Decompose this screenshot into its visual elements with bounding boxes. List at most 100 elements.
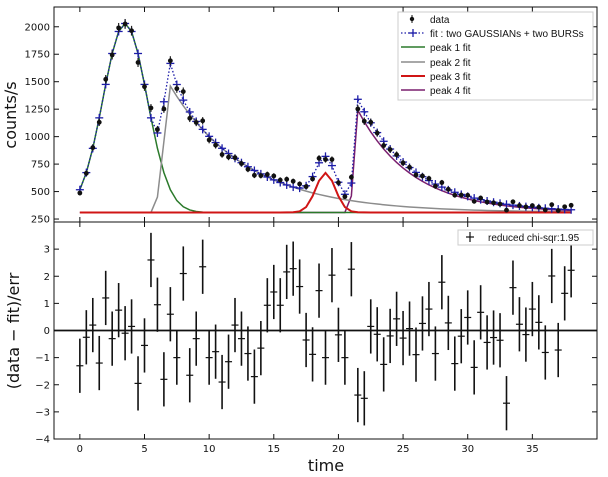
data-point (387, 146, 393, 153)
data-marker (303, 184, 309, 190)
data-point (426, 175, 432, 182)
data-point (374, 129, 380, 137)
data-marker (555, 208, 561, 213)
residual-point (121, 306, 129, 361)
data-marker (83, 170, 89, 176)
residual-point (283, 244, 291, 300)
residual-point (490, 310, 498, 365)
x-tick-label: 15 (267, 444, 280, 455)
residual-point (496, 313, 504, 368)
residual-point (399, 310, 407, 366)
data-marker (381, 143, 387, 148)
top-panel: 250 500 750 1000 1250 1500 1750 2000 (25, 6, 598, 226)
residual-point (386, 308, 394, 364)
residual-point (309, 327, 317, 382)
data-marker (219, 152, 225, 157)
data-marker (174, 86, 180, 92)
data-marker (232, 155, 238, 161)
residual-point (528, 281, 536, 337)
residual-point (548, 248, 556, 304)
data-marker (420, 173, 425, 179)
bottom-y-tick-label: −1 (35, 353, 50, 364)
residual-point (263, 278, 271, 333)
fit-marker (502, 200, 511, 209)
peak3-fit-curve (79, 171, 572, 214)
fit-marker (146, 113, 155, 122)
residual-point (438, 255, 446, 310)
data-point (458, 192, 464, 198)
data-point (148, 104, 154, 112)
residual-point (250, 349, 258, 404)
data-point (407, 164, 412, 171)
data-point (484, 199, 490, 205)
data-marker (568, 202, 574, 208)
data-point (400, 159, 406, 166)
data-marker (484, 199, 490, 205)
residual-point (503, 376, 510, 431)
residual-point (373, 307, 381, 362)
residual-point (186, 348, 194, 403)
data-point (213, 141, 219, 149)
top-y-tick-label: 250 (31, 215, 50, 226)
data-point (193, 118, 199, 127)
data-marker (310, 176, 315, 182)
data-marker (452, 192, 458, 198)
data-point (562, 204, 568, 210)
residual-point (173, 330, 181, 385)
top-y-tick-label: 500 (31, 187, 50, 198)
data-point (536, 204, 542, 210)
residual-point (470, 340, 478, 395)
data-marker (213, 142, 219, 148)
peak2-fit-curve (79, 83, 572, 214)
data-point (226, 153, 231, 161)
bottom-y-tick-label: 3 (44, 245, 50, 256)
legend-residual-marker (466, 232, 474, 242)
fit-marker (218, 144, 227, 153)
data-marker (387, 147, 393, 153)
data-marker (471, 198, 477, 204)
top-y-tick-label: 750 (31, 160, 50, 171)
data-marker (465, 192, 471, 198)
residual-point (76, 338, 84, 393)
top-legend: data fit : two GAUSSIANs + two BURSs pea… (397, 11, 594, 101)
data-marker (226, 154, 231, 160)
residual-point (418, 296, 426, 351)
data-marker (394, 152, 400, 158)
residual-point (199, 239, 207, 294)
data-point (316, 155, 322, 162)
data-marker (129, 28, 134, 34)
data-marker (374, 130, 380, 136)
residual-point (567, 243, 575, 298)
data-marker (167, 58, 173, 64)
fit-marker (159, 97, 168, 106)
residual-point (406, 301, 414, 356)
data-marker (122, 21, 128, 27)
data-point (439, 179, 445, 186)
residual-point (477, 285, 485, 340)
data-point (109, 50, 115, 60)
residual-point (412, 327, 420, 382)
data-point (471, 198, 477, 204)
top-y-tick-label: 1000 (25, 132, 50, 143)
residual-point (192, 311, 200, 366)
residual-point (205, 330, 213, 385)
residual-point (141, 318, 148, 373)
residual-point (554, 322, 562, 378)
data-point (264, 171, 270, 178)
data-point (465, 192, 471, 198)
residual-point (147, 232, 155, 288)
data-point (174, 84, 180, 93)
data-point (303, 184, 309, 190)
data-point (135, 57, 141, 67)
data-marker (161, 106, 167, 112)
residual-point (82, 310, 90, 365)
data-point (342, 194, 348, 200)
fit-marker (327, 161, 336, 170)
data-point (348, 174, 354, 180)
data-point (167, 56, 173, 66)
data-marker (562, 204, 568, 210)
data-point (277, 177, 283, 183)
data-marker (510, 199, 516, 205)
data-marker (542, 207, 548, 213)
data-point (568, 202, 574, 208)
